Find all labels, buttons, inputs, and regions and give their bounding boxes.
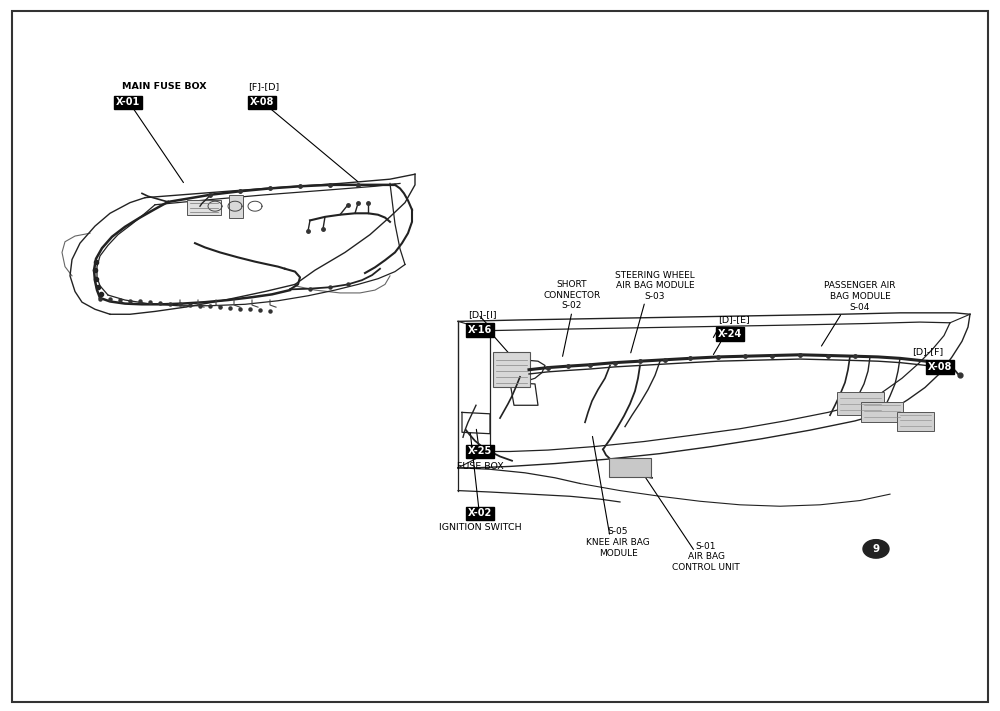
Text: IGNITION SWITCH: IGNITION SWITCH [439,523,521,532]
Text: MODULE: MODULE [599,549,637,557]
Text: X-01: X-01 [116,97,140,107]
Text: X-08: X-08 [250,97,274,107]
Text: X-25: X-25 [468,447,492,456]
Circle shape [863,540,889,558]
Text: X-16: X-16 [468,325,492,335]
Text: S-02: S-02 [562,301,582,310]
FancyBboxPatch shape [837,392,884,415]
Text: PASSENGER AIR: PASSENGER AIR [824,282,896,290]
Text: CONNECTOR: CONNECTOR [543,291,601,299]
FancyBboxPatch shape [229,195,243,218]
Text: AIR BAG MODULE: AIR BAG MODULE [616,282,694,290]
Text: X-02: X-02 [468,508,492,518]
Text: KNEE AIR BAG: KNEE AIR BAG [586,538,650,547]
Text: S-01: S-01 [696,542,716,550]
Text: [D]-[I]: [D]-[I] [468,310,497,319]
Text: [F]-[D]: [F]-[D] [248,82,279,91]
FancyBboxPatch shape [187,200,221,215]
FancyBboxPatch shape [609,458,651,477]
Text: BAG MODULE: BAG MODULE [830,292,890,301]
FancyBboxPatch shape [493,352,530,387]
Text: STEERING WHEEL: STEERING WHEEL [615,271,695,279]
Text: [D]-[F]: [D]-[F] [912,348,944,356]
Text: [D]-[E]: [D]-[E] [718,316,750,324]
Text: X-08: X-08 [928,362,952,372]
Text: X-24: X-24 [718,329,742,339]
Text: 9: 9 [872,544,880,554]
Text: MAIN FUSE BOX: MAIN FUSE BOX [122,82,207,91]
FancyBboxPatch shape [861,402,903,422]
Text: SHORT: SHORT [557,280,587,289]
Text: FUSE BOX: FUSE BOX [457,462,503,471]
Text: CONTROL UNIT: CONTROL UNIT [672,563,740,572]
Text: S-05: S-05 [608,528,628,536]
Text: S-03: S-03 [645,292,665,301]
Text: S-04: S-04 [850,303,870,311]
Text: AIR BAG: AIR BAG [688,552,724,561]
FancyBboxPatch shape [897,412,934,431]
